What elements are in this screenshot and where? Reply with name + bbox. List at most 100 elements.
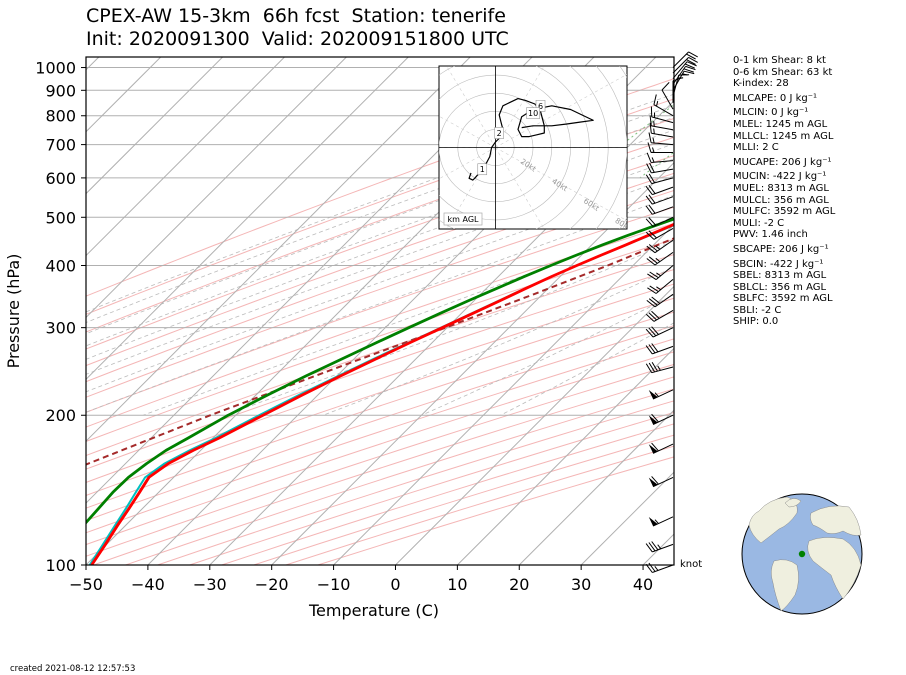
wind-barb: [645, 227, 674, 240]
isotherm: [86, 57, 409, 381]
moist-adiabat: [86, 194, 674, 413]
sounding-index: MUCAPE: 206 J kg⁻¹: [733, 156, 832, 168]
moist-adiabat: [86, 129, 674, 347]
barb-full: [645, 345, 653, 355]
dry-adiabat: [86, 238, 674, 443]
barb-staff: [655, 279, 674, 294]
dry-adiabat: [86, 206, 674, 413]
mixing-ratio-line: [578, 104, 674, 179]
wind-barb: [645, 309, 674, 322]
barb-full: [648, 562, 656, 572]
wind-barb: [645, 343, 674, 355]
sounding-index: PWV: 1.46 inch: [733, 229, 808, 241]
barb-flag: [648, 477, 658, 487]
wind-barb: [647, 279, 674, 294]
barb-staff: [653, 104, 674, 117]
barb-staff: [654, 239, 674, 254]
wind-barb: [648, 389, 674, 400]
barb-half: [654, 565, 659, 571]
wind-barb: [645, 204, 674, 215]
barb-full: [645, 563, 653, 573]
barb-full: [648, 327, 657, 337]
sounding-index: MLCAPE: 0 J kg⁻¹: [733, 92, 818, 104]
barb-full: [646, 258, 656, 266]
sounding-index: MUEL: 8313 m AGL: [733, 182, 829, 194]
barb-full: [648, 132, 652, 143]
barb-full: [648, 217, 657, 226]
y-tick-label: 1000: [35, 59, 76, 78]
barb-staff: [654, 251, 674, 266]
moist-adiabat: [86, 104, 674, 323]
barb-staff: [651, 132, 674, 138]
barb-flag: [648, 415, 658, 425]
barb-full: [651, 296, 661, 304]
x-tick-label: −40: [131, 575, 165, 594]
wind-barb: [649, 115, 674, 131]
parcel-line: [86, 237, 674, 466]
barb-full: [646, 152, 652, 163]
station-marker: [798, 550, 806, 558]
wind-barb: [645, 541, 674, 553]
isotherm: [518, 409, 674, 565]
wind-barb: [672, 56, 698, 74]
wind-barb: [650, 106, 674, 124]
barb-full: [685, 65, 696, 71]
barb-half: [656, 286, 661, 291]
barb-staff: [652, 216, 674, 228]
wind-barb: [645, 194, 674, 205]
barb-half: [657, 365, 661, 371]
sounding-index: SBCIN: -422 J kg⁻¹: [733, 258, 824, 270]
wind-barb: [653, 94, 674, 117]
barb-flag: [648, 517, 658, 527]
isotherm: [209, 100, 674, 565]
y-tick-label: 600: [45, 169, 76, 188]
y-axis-label: Pressure (hPa): [4, 254, 23, 369]
hodograph-height-box: [477, 163, 488, 176]
barb-full: [649, 285, 659, 293]
wind-barb: [646, 162, 674, 174]
barb-full: [686, 53, 696, 60]
wind-barb: [645, 562, 674, 573]
barb-full: [651, 343, 659, 353]
created-timestamp: created 2021-08-12 12:57:53: [10, 664, 136, 674]
wind-barb: [648, 476, 674, 488]
barb-staff: [652, 327, 674, 338]
barb-full: [647, 287, 657, 294]
wind-barb: [649, 122, 674, 138]
barb-full: [651, 326, 659, 335]
barb-full: [645, 174, 653, 184]
x-tick-label: 10: [447, 575, 467, 594]
dry-adiabat: [86, 311, 674, 509]
sounding-index: 0-6 km Shear: 63 kt: [733, 66, 833, 78]
hodograph-spoke: [439, 115, 496, 148]
sounding-index: MUCIN: -422 J kg⁻¹: [733, 171, 827, 183]
y-tick-label: 100: [45, 556, 76, 575]
barb-staff: [652, 206, 674, 215]
barb-half: [655, 245, 661, 250]
barb-full: [683, 68, 694, 73]
globe-land-south-america: [771, 559, 799, 612]
barb-half: [653, 128, 655, 134]
sounding-index: MULFC: 3592 m AGL: [733, 206, 836, 218]
barb-staff: [654, 293, 674, 308]
wind-barb: [646, 152, 674, 163]
barb-staff: [653, 309, 674, 322]
globe-land-greenland: [784, 498, 802, 508]
isotherm: [333, 223, 674, 565]
x-tick-label: −10: [317, 575, 351, 594]
chart-title-line2: Init: 2020091300 Valid: 202009151800 UTC: [86, 28, 509, 50]
barb-full: [686, 61, 697, 67]
barb-full: [648, 184, 656, 194]
barb-full: [649, 122, 652, 134]
moist-adiabat: [86, 116, 674, 335]
moist-adiabat: [143, 216, 674, 416]
barb-half: [656, 100, 659, 107]
barb-full: [686, 59, 696, 65]
barb-staff: [672, 74, 680, 97]
barb-full: [645, 328, 654, 338]
sounding-index: SBCAPE: 206 J kg⁻¹: [733, 243, 829, 255]
barb-full: [648, 542, 656, 552]
y-tick-label: 800: [45, 107, 76, 126]
dry-adiabat: [86, 222, 674, 428]
